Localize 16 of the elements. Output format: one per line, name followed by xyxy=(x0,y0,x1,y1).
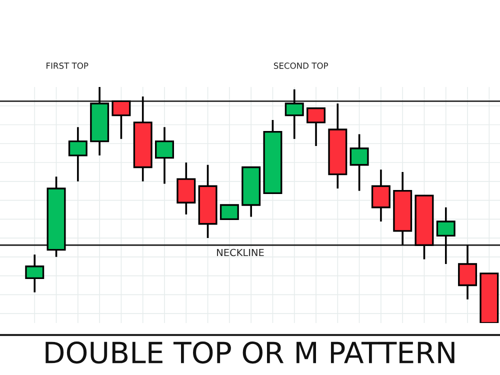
candlestick xyxy=(284,88,304,140)
candlestick xyxy=(458,244,478,300)
ref-line-label: NECKLINE xyxy=(217,248,264,256)
candlestick xyxy=(220,204,239,220)
candlestick xyxy=(68,126,88,182)
candlestick xyxy=(176,162,196,216)
text: DOUBLE TOP OR M PATTERN xyxy=(46,342,454,364)
candlestick xyxy=(436,206,456,265)
text: FIRST TOP xyxy=(46,62,88,69)
candlestick xyxy=(371,168,390,222)
candlestick xyxy=(112,100,131,140)
candlestick xyxy=(350,133,369,192)
candlestick xyxy=(306,107,326,147)
candlestick xyxy=(25,254,44,294)
candlestick xyxy=(155,126,174,185)
text: SECOND TOP xyxy=(274,62,328,69)
